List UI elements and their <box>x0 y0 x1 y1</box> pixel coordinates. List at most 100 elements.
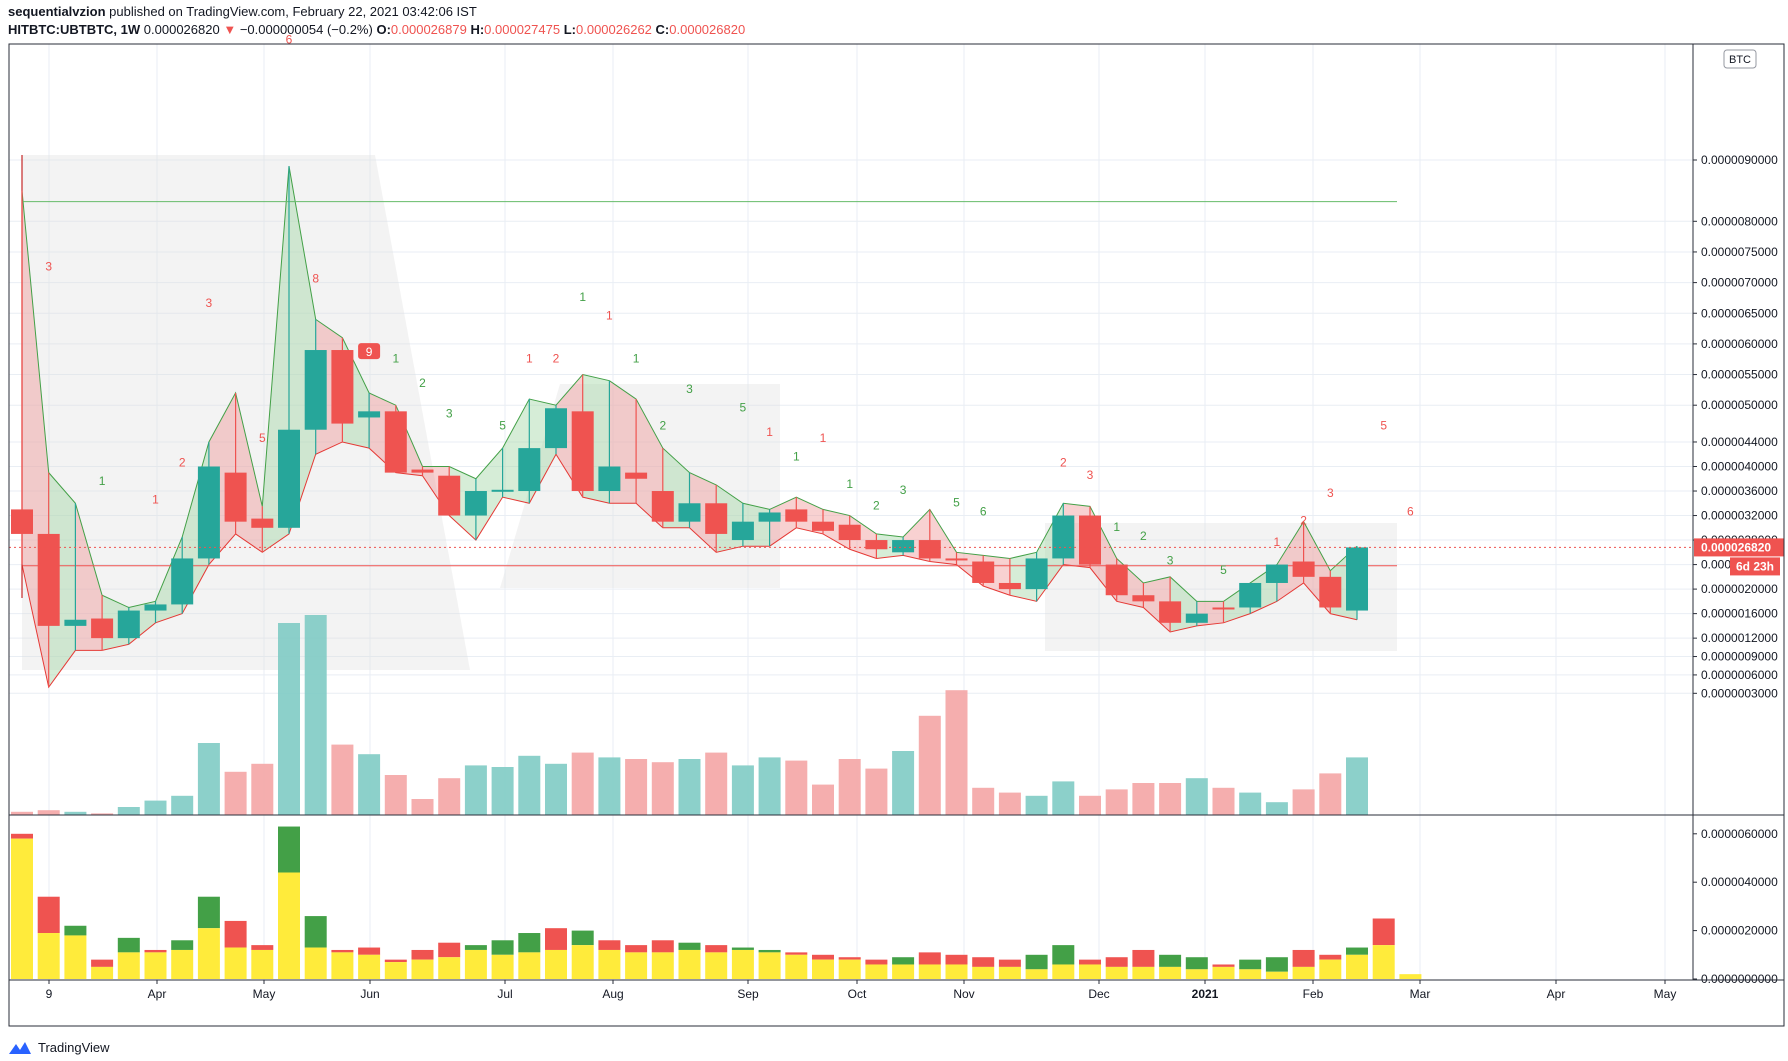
oscillator-top-bar <box>545 928 567 950</box>
td-count-label: 1 <box>579 290 586 304</box>
candle-body <box>117 610 140 639</box>
price-tick-label: 0.0000070000 <box>1701 276 1778 290</box>
volume-bar <box>1079 795 1101 815</box>
td-count-label: 5 <box>953 495 960 509</box>
oscillator-base-bar <box>945 964 968 979</box>
price-tick-label: 0.0000012000 <box>1701 631 1778 645</box>
oscillator-top-bar <box>1079 959 1101 965</box>
candle-body <box>785 509 808 522</box>
oscillator-base-bar <box>1159 966 1182 979</box>
oscillator-top-bar <box>37 896 60 934</box>
oscillator-base-bar <box>1265 971 1288 979</box>
volume-bar <box>278 623 300 815</box>
oscillator-top-bar <box>304 916 327 948</box>
oscillator-base-bar <box>411 959 434 979</box>
price-tick-label: 0.0000040000 <box>1701 460 1778 474</box>
td-count-label: 5 <box>1380 419 1387 433</box>
td-count-label: 1 <box>846 477 853 491</box>
price-tick-label: 0.0000060000 <box>1701 337 1778 351</box>
oscillator-base-bar <box>518 952 541 979</box>
price-tick-label: 0.0000055000 <box>1701 368 1778 382</box>
volume-bar <box>1346 757 1368 815</box>
td-count-label: 6 <box>286 33 293 47</box>
oscillator-base-bar <box>304 947 327 979</box>
candle-body <box>865 540 888 550</box>
candle-body <box>758 512 781 522</box>
oscillator-tick-label: 0.0000000000 <box>1701 972 1778 986</box>
volume-bar <box>91 813 114 815</box>
td-count-label: 2 <box>1140 529 1147 543</box>
oscillator-base-bar <box>918 964 941 979</box>
oscillator-top-bar <box>438 942 461 958</box>
symbol-name[interactable]: HITBTC:UBTBTC, 1W <box>8 22 141 37</box>
oscillator-top-bar <box>411 949 434 960</box>
volume-bar <box>892 751 915 815</box>
footer: TradingView <box>8 1040 110 1055</box>
oscillator-base-bar <box>224 947 247 979</box>
down-arrow-icon: ▼ <box>223 22 237 37</box>
candle-body <box>918 540 941 559</box>
td-count-label: 5 <box>740 400 747 414</box>
oscillator-base-bar <box>892 964 915 979</box>
volume-bar <box>411 799 434 815</box>
oscillator-top-bar <box>11 833 33 839</box>
candle-body <box>171 558 194 605</box>
td-count-label: 5 <box>499 419 506 433</box>
oscillator-top-bar <box>1185 957 1208 970</box>
oscillator-base-bar <box>972 966 995 979</box>
close-value: 0.000026820 <box>669 22 746 37</box>
candle-body <box>812 521 834 531</box>
volume-bar <box>144 800 167 815</box>
oscillator-top-bar <box>1239 959 1262 970</box>
oscillator-top-bar <box>1372 918 1395 946</box>
oscillator-base-bar <box>117 952 140 979</box>
oscillator-base-bar <box>64 935 87 979</box>
volume-bar <box>37 810 60 815</box>
candle-body <box>278 429 300 528</box>
candle-body <box>358 411 381 418</box>
oscillator-base-bar <box>37 933 60 979</box>
brand-name[interactable]: TradingView <box>38 1040 110 1055</box>
envelope-band <box>75 503 103 651</box>
td-count-label: 3 <box>900 483 907 497</box>
candle-body <box>464 491 487 516</box>
candle-body <box>838 524 861 541</box>
high-value: 0.000027475 <box>484 22 561 37</box>
oscillator-base-bar <box>144 952 167 979</box>
oscillator-top-bar <box>278 826 300 873</box>
oscillator-top-bar <box>91 959 114 967</box>
time-tick-label: Jun <box>360 987 379 1001</box>
price-change: −0.000000054 (−0.2%) <box>239 22 373 37</box>
last-price-badge-label: 0.000026820 <box>1701 540 1771 554</box>
price-tick-label: 0.0000006000 <box>1701 668 1778 682</box>
oscillator-top-bar <box>64 925 87 936</box>
oscillator-base-bar <box>491 954 514 979</box>
symbol-legend: HITBTC:UBTBTC, 1W 0.000026820 ▼ −0.00000… <box>8 22 745 37</box>
td-count-label: 1 <box>606 308 613 322</box>
candle-body <box>1132 595 1155 602</box>
oscillator-top-bar <box>518 933 541 953</box>
oscillator-base-bar <box>11 838 33 979</box>
candle-body <box>998 582 1021 590</box>
volume-bar <box>865 768 888 815</box>
candle-body <box>1239 582 1262 608</box>
oscillator-base-bar <box>838 959 861 979</box>
volume-bar <box>64 811 87 815</box>
oscillator-base-bar <box>545 949 567 979</box>
oscillator-top-bar <box>918 952 941 965</box>
time-tick-label: Mar <box>1410 987 1431 1001</box>
oscillator-base-bar <box>1319 959 1342 979</box>
publisher-name[interactable]: sequentialvzion <box>8 4 106 19</box>
volume-bar <box>358 754 381 815</box>
candle-body <box>651 491 674 522</box>
oscillator-base-bar <box>171 949 194 979</box>
volume-bar <box>545 763 567 815</box>
price-tick-label: 0.0000003000 <box>1701 686 1778 700</box>
td-count-label: 8 <box>312 272 319 286</box>
low-value: 0.000026262 <box>576 22 652 37</box>
oscillator-top-bar <box>1319 954 1342 960</box>
time-tick-label: Apr <box>1547 987 1566 1001</box>
td-count-label: 3 <box>1167 554 1174 568</box>
currency-badge-label: BTC <box>1729 54 1751 66</box>
